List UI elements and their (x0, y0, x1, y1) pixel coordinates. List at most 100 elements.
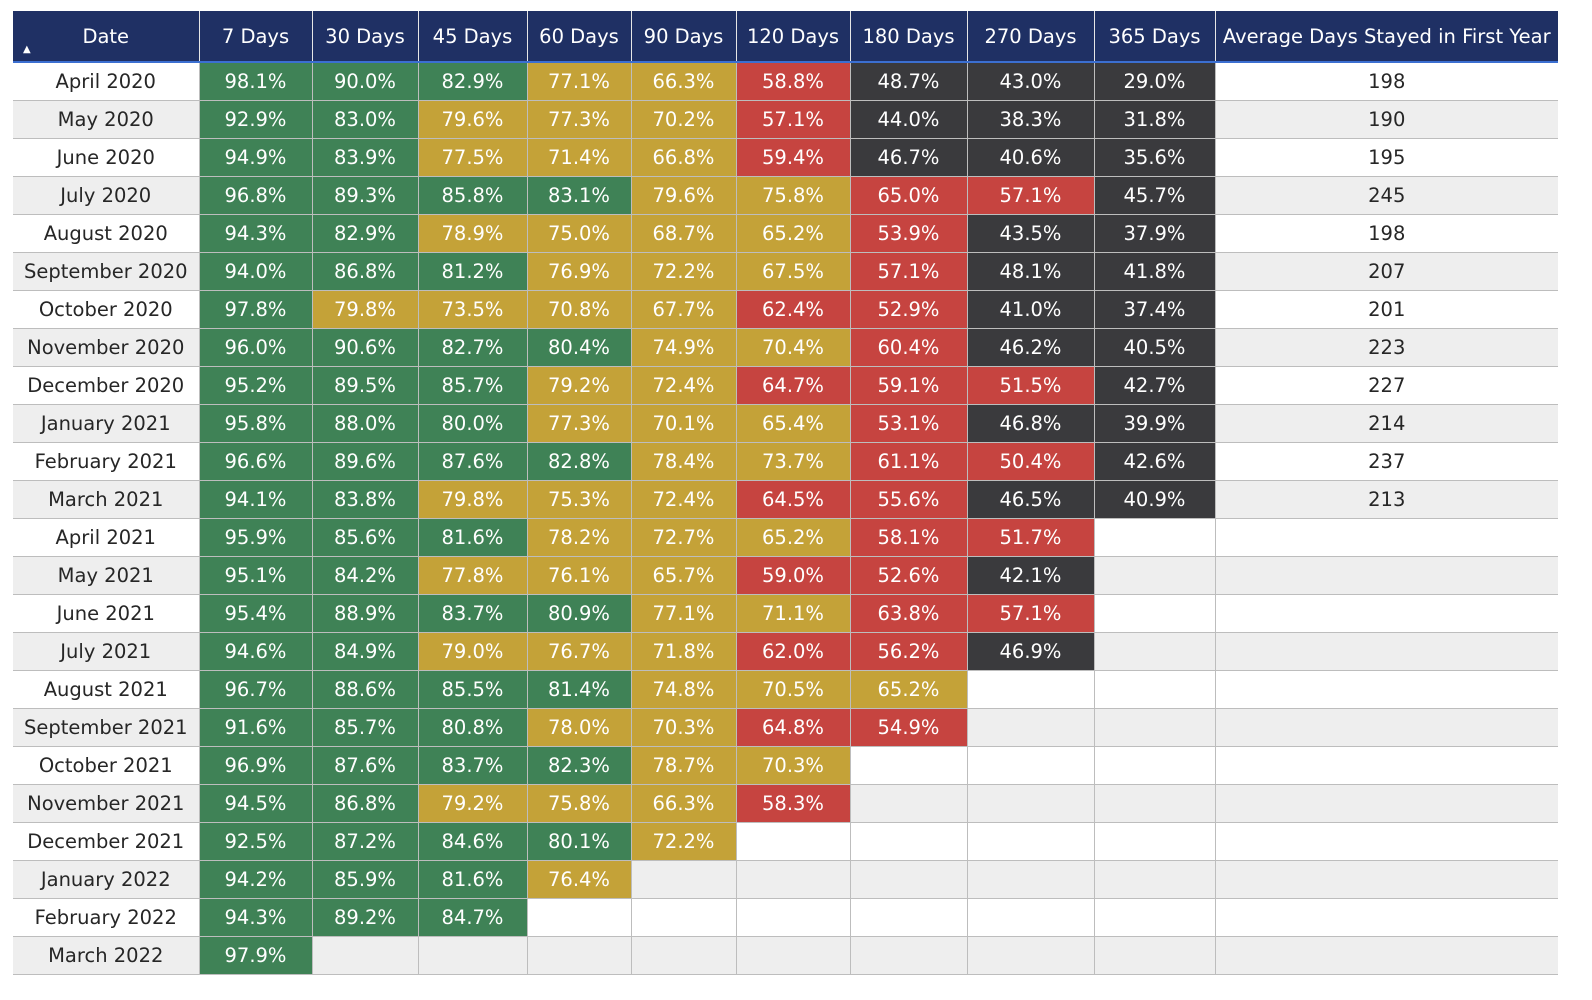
retention-cell: 77.3% (526, 404, 632, 443)
column-header-date[interactable]: Date ▲ (13, 11, 199, 63)
retention-cell: 59.1% (849, 366, 968, 405)
retention-cell: 86.8% (311, 252, 419, 291)
retention-cell: 67.7% (630, 290, 737, 329)
retention-cell: 79.0% (417, 632, 528, 671)
retention-cell: 46.2% (966, 328, 1095, 367)
table-row[interactable]: September 2020 94.0% 86.8% 81.2% 76.9% 72.2% 6… (13, 252, 1558, 291)
retention-cell (1093, 860, 1216, 899)
average-days-cell (1214, 822, 1558, 861)
retention-cell (630, 936, 737, 975)
retention-cell: 76.4% (526, 860, 632, 899)
retention-cell: 72.2% (630, 822, 737, 861)
table-row[interactable]: April 2021 95.9% 85.6% 81.6% 78.2% 72.7% 65.2%… (13, 518, 1558, 557)
table-row[interactable]: March 2022 97.9% (13, 936, 1558, 975)
retention-cell (1093, 784, 1216, 823)
retention-cell: 82.3% (526, 746, 632, 785)
retention-cell: 87.6% (311, 746, 419, 785)
retention-cell: 62.4% (735, 290, 851, 329)
column-header-270-days[interactable]: 270 Days (966, 11, 1094, 63)
retention-cell: 70.4% (735, 328, 851, 367)
average-days-cell (1214, 936, 1558, 975)
column-header-average-days[interactable]: Average Days Stayed in First Year (1214, 11, 1558, 63)
retention-cell: 56.2% (849, 632, 968, 671)
table-row[interactable]: August 2020 94.3% 82.9% 78.9% 75.0% 68.7% 65.2… (13, 214, 1558, 253)
retention-cell (966, 784, 1095, 823)
table-body: April 2020 98.1% 90.0% 82.9% 77.1% 66.3% 58.8%… (13, 61, 1558, 975)
retention-cell: 95.2% (198, 366, 313, 405)
table-row[interactable]: December 2020 95.2% 89.5% 85.7% 79.2% 72.4% 64… (13, 366, 1558, 405)
retention-cell: 90.6% (311, 328, 419, 367)
table-row[interactable]: February 2021 96.6% 89.6% 87.6% 82.8% 78.4% 73… (13, 442, 1558, 481)
column-header-90-days[interactable]: 90 Days (630, 11, 736, 63)
retention-cell: 85.6% (311, 518, 419, 557)
retention-cell: 79.8% (417, 480, 528, 519)
retention-cell: 81.4% (526, 670, 632, 709)
average-days-cell: 198 (1214, 61, 1558, 101)
retention-cell: 94.0% (198, 252, 313, 291)
table-row[interactable]: October 2020 97.8% 79.8% 73.5% 70.8% 67.7% 62.… (13, 290, 1558, 329)
column-header-45-days[interactable]: 45 Days (417, 11, 527, 63)
retention-matrix-table: Date ▲ 7 Days 30 Days 45 Days 60 Days 90… (13, 11, 1558, 975)
date-cell: March 2021 (13, 480, 200, 519)
retention-cell: 72.4% (630, 480, 737, 519)
retention-cell: 59.4% (735, 138, 851, 177)
table-row[interactable]: May 2020 92.9% 83.0% 79.6% 77.3% 70.2% 57.1% 44… (13, 100, 1558, 139)
column-header-30-days[interactable]: 30 Days (311, 11, 418, 63)
date-cell: February 2021 (13, 442, 200, 481)
retention-cell: 96.9% (198, 746, 313, 785)
table-row[interactable]: March 2021 94.1% 83.8% 79.8% 75.3% 72.4% 64.5%… (13, 480, 1558, 519)
retention-cell: 84.6% (417, 822, 528, 861)
retention-cell: 87.6% (417, 442, 528, 481)
retention-cell: 88.6% (311, 670, 419, 709)
retention-cell: 51.5% (966, 366, 1095, 405)
column-header-7-days[interactable]: 7 Days (198, 11, 312, 63)
table-row[interactable]: June 2021 95.4% 88.9% 83.7% 80.9% 77.1% 71.1% 6… (13, 594, 1558, 633)
retention-cell (849, 784, 968, 823)
retention-cell: 64.7% (735, 366, 851, 405)
retention-cell: 58.8% (735, 61, 851, 101)
table-row[interactable]: November 2020 96.0% 90.6% 82.7% 80.4% 74.9% 70… (13, 328, 1558, 367)
header-row: Date ▲ 7 Days 30 Days 45 Days 60 Days 90… (13, 11, 1558, 63)
retention-cell: 44.0% (849, 100, 968, 139)
retention-cell: 87.2% (311, 822, 419, 861)
table-row[interactable]: November 2021 94.5% 86.8% 79.2% 75.8% 66.3% 58… (13, 784, 1558, 823)
retention-cell (526, 936, 632, 975)
table-row[interactable]: January 2021 95.8% 88.0% 80.0% 77.3% 70.1% 65.… (13, 404, 1558, 443)
table-row[interactable]: July 2021 94.6% 84.9% 79.0% 76.7% 71.8% 62.0% 5… (13, 632, 1558, 671)
table-row[interactable]: September 2021 91.6% 85.7% 80.8% 78.0% 70.3% 6… (13, 708, 1558, 747)
retention-cell (966, 822, 1095, 861)
column-header-120-days[interactable]: 120 Days (735, 11, 850, 63)
retention-cell: 79.6% (630, 176, 737, 215)
retention-cell (1093, 518, 1216, 557)
table-row[interactable]: August 2021 96.7% 88.6% 85.5% 81.4% 74.8% 70.5… (13, 670, 1558, 709)
retention-cell: 89.2% (311, 898, 419, 937)
table-row[interactable]: May 2021 95.1% 84.2% 77.8% 76.1% 65.7% 59.0% 52… (13, 556, 1558, 595)
retention-cell: 91.6% (198, 708, 313, 747)
table-row[interactable]: July 2020 96.8% 89.3% 85.8% 83.1% 79.6% 75.8% 6… (13, 176, 1558, 215)
sort-ascending-icon[interactable]: ▲ (23, 44, 31, 55)
date-cell: May 2021 (13, 556, 200, 595)
retention-cell (630, 860, 737, 899)
table-row[interactable]: January 2022 94.2% 85.9% 81.6% 76.4% (13, 860, 1558, 899)
table-row[interactable]: April 2020 98.1% 90.0% 82.9% 77.1% 66.3% 58.8%… (13, 61, 1558, 101)
table-row[interactable]: June 2020 94.9% 83.9% 77.5% 71.4% 66.8% 59.4% 4… (13, 138, 1558, 177)
column-header-60-days[interactable]: 60 Days (526, 11, 631, 63)
retention-cell: 53.9% (849, 214, 968, 253)
retention-cell: 83.0% (311, 100, 419, 139)
table-row[interactable]: December 2021 92.5% 87.2% 84.6% 80.1% 72.2% (13, 822, 1558, 861)
table-row[interactable]: February 2022 94.3% 89.2% 84.7% (13, 898, 1558, 937)
date-cell: October 2021 (13, 746, 200, 785)
retention-cell: 40.5% (1093, 328, 1216, 367)
retention-cell: 79.6% (417, 100, 528, 139)
retention-cell: 70.5% (735, 670, 851, 709)
retention-cell: 53.1% (849, 404, 968, 443)
retention-cell: 92.5% (198, 822, 313, 861)
retention-cell: 55.6% (849, 480, 968, 519)
column-header-365-days[interactable]: 365 Days (1093, 11, 1215, 63)
average-days-cell (1214, 632, 1558, 671)
column-header-180-days[interactable]: 180 Days (849, 11, 967, 63)
retention-cell: 88.9% (311, 594, 419, 633)
table-row[interactable]: October 2021 96.9% 87.6% 83.7% 82.3% 78.7% 70.… (13, 746, 1558, 785)
retention-cell: 68.7% (630, 214, 737, 253)
average-days-cell (1214, 746, 1558, 785)
